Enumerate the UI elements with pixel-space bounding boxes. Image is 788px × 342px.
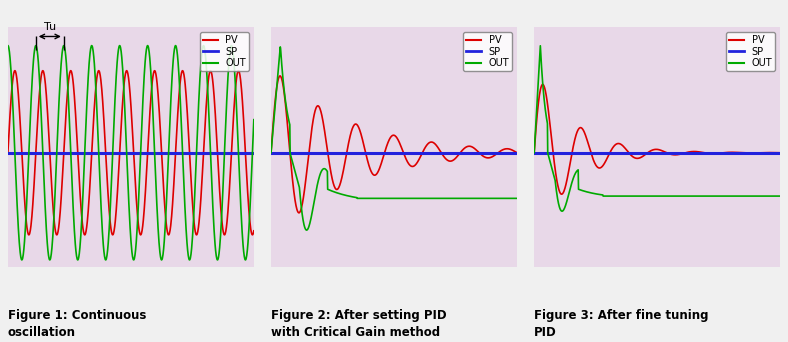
- Legend: PV, SP, OUT: PV, SP, OUT: [463, 32, 512, 71]
- Legend: PV, SP, OUT: PV, SP, OUT: [727, 32, 775, 71]
- Text: Tu: Tu: [44, 22, 56, 32]
- Text: Figure 3: After fine tuning
PID: Figure 3: After fine tuning PID: [534, 308, 708, 339]
- Text: Figure 1: Continuous
oscillation: Figure 1: Continuous oscillation: [8, 308, 147, 339]
- Legend: PV, SP, OUT: PV, SP, OUT: [200, 32, 249, 71]
- Text: Figure 2: After setting PID
with Critical Gain method: Figure 2: After setting PID with Critica…: [271, 308, 447, 339]
